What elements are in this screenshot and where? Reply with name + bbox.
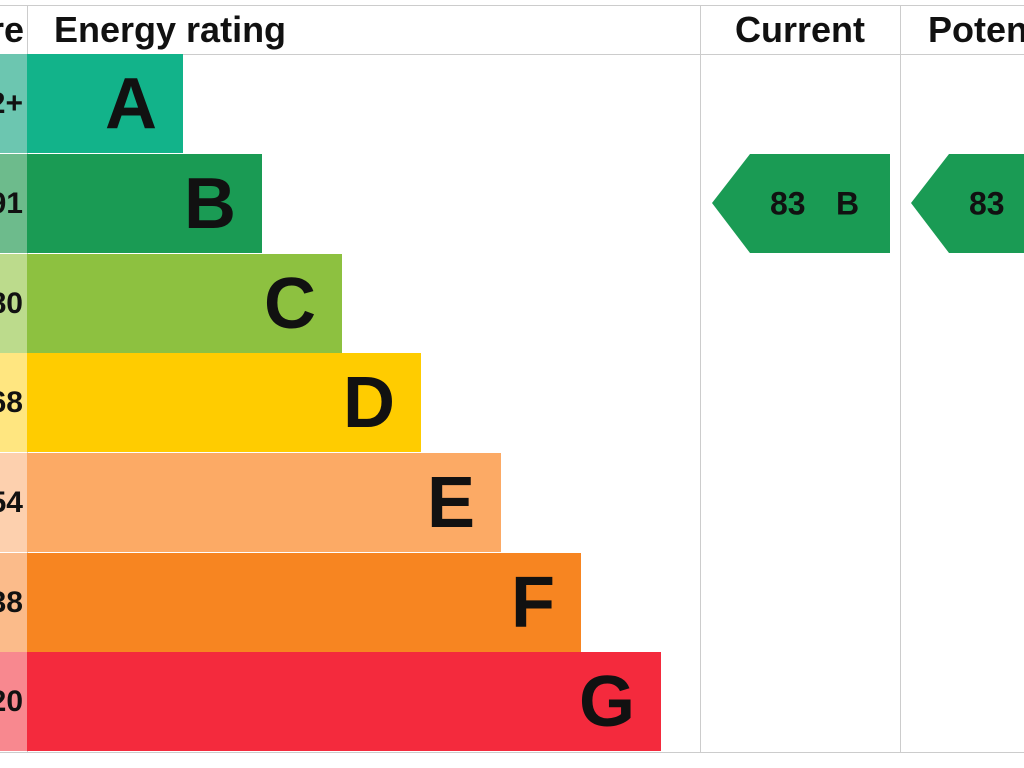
score-header: Score — [0, 9, 24, 50]
current-rating-arrow: 83 B — [712, 154, 890, 253]
rating-value: 83 — [770, 185, 806, 221]
current-header: Current — [734, 9, 865, 50]
rating-letter: B — [836, 185, 859, 221]
rating-band: F — [27, 553, 581, 652]
energy-rating-header: Energy rating — [54, 9, 287, 50]
score-range: 69-80 — [0, 254, 27, 353]
rating-band: B — [27, 154, 262, 253]
score-range: 39-54 — [0, 453, 27, 552]
column-divider — [900, 5, 901, 753]
rating-value: 83 — [969, 185, 1005, 221]
score-range: 21-38 — [0, 553, 27, 652]
rating-band: G — [27, 652, 661, 751]
arrow-shape — [712, 154, 890, 253]
score-range: 81-91 — [0, 154, 27, 253]
rating-band: A — [27, 54, 183, 153]
table-border — [0, 5, 1024, 6]
table-border — [0, 54, 1024, 55]
rating-band: E — [27, 453, 501, 552]
rating-band: D — [27, 353, 421, 452]
table-border — [0, 752, 1024, 753]
potential-header: Potential — [928, 9, 1024, 50]
column-divider — [700, 5, 701, 753]
score-range: 92+ — [0, 54, 27, 153]
potential-rating-arrow: 83B — [911, 154, 1024, 253]
score-range: 1-20 — [0, 652, 27, 751]
arrow-shape — [911, 154, 1024, 253]
rating-band: C — [27, 254, 342, 353]
score-range: 55-68 — [0, 353, 27, 452]
